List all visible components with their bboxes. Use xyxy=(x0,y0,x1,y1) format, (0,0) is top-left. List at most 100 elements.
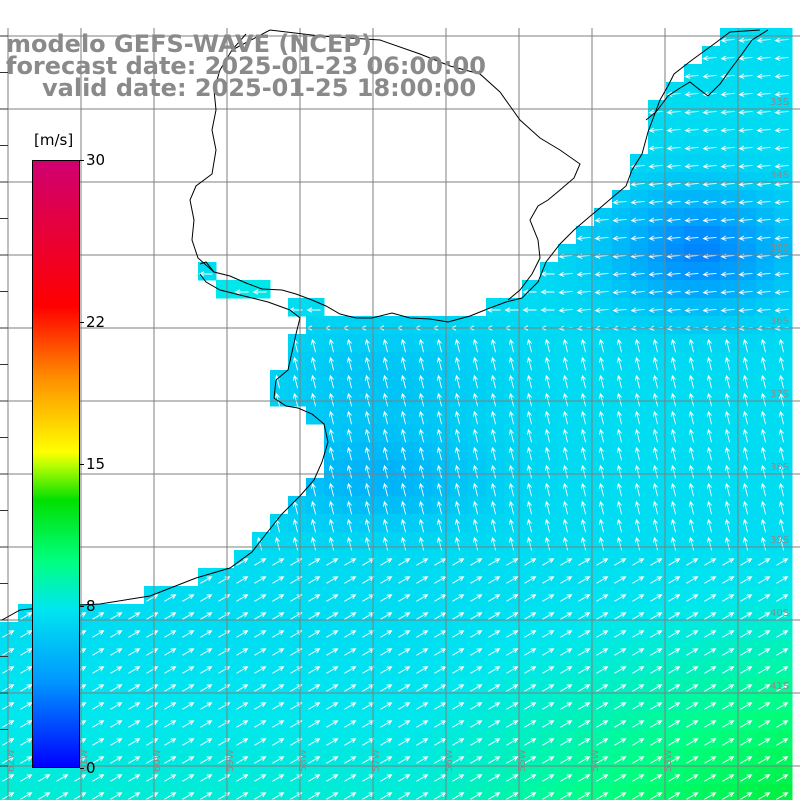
wind-speed-cell xyxy=(738,244,757,263)
wind-arrow xyxy=(490,446,497,461)
wind-speed-cell xyxy=(738,118,757,137)
wind-arrow xyxy=(704,612,717,620)
wind-arrow xyxy=(362,648,375,656)
wind-arrow xyxy=(576,235,591,241)
wind-arrow xyxy=(400,482,407,497)
wind-arrow xyxy=(614,630,627,638)
wind-speed-cell xyxy=(162,784,181,800)
wind-arrow xyxy=(308,594,321,602)
wind-arrow xyxy=(650,594,663,602)
wind-speed-cell xyxy=(558,316,577,335)
latitude-label: 37S xyxy=(770,389,789,400)
wind-arrow xyxy=(650,792,663,800)
wind-arrow xyxy=(470,576,483,584)
wind-arrow xyxy=(724,464,731,479)
wind-arrow xyxy=(648,145,663,151)
wind-speed-cell xyxy=(648,154,667,173)
wind-arrow xyxy=(506,684,519,692)
wind-speed-cell xyxy=(594,244,613,263)
wind-arrow xyxy=(362,612,375,620)
wind-arrow xyxy=(490,500,497,515)
wind-speed-cell xyxy=(684,154,703,173)
wind-speed-cell xyxy=(720,136,739,155)
wind-arrow xyxy=(702,181,717,187)
wind-arrow xyxy=(704,756,717,764)
wind-arrow xyxy=(182,612,195,620)
wind-arrow xyxy=(488,756,501,764)
wind-arrow xyxy=(684,163,699,169)
wind-arrow xyxy=(128,702,141,710)
wind-arrow xyxy=(742,410,749,425)
wind-arrow xyxy=(742,518,749,533)
wind-speed-cell xyxy=(54,784,73,800)
wind-speed-cell xyxy=(666,298,685,317)
wind-arrow xyxy=(598,428,605,443)
wind-arrow xyxy=(706,536,713,551)
wind-arrow xyxy=(634,338,641,353)
title-valid-date: valid date: 2025-01-25 18:00:00 xyxy=(42,74,477,102)
wind-arrow xyxy=(668,576,681,584)
wind-speed-cell xyxy=(702,784,721,800)
wind-arrow xyxy=(580,410,587,425)
wind-arrow xyxy=(326,684,339,692)
wind-arrow xyxy=(362,792,375,800)
wind-arrow xyxy=(110,648,123,656)
wind-arrow xyxy=(452,666,465,674)
wind-arrow xyxy=(398,684,411,692)
wind-arrow xyxy=(688,356,695,371)
wind-speed-cell xyxy=(540,298,559,317)
wind-arrow xyxy=(380,594,393,602)
wind-arrow xyxy=(542,576,555,584)
wind-arrow xyxy=(416,756,429,764)
wind-arrow xyxy=(616,356,623,371)
wind-arrow xyxy=(760,356,767,371)
wind-speed-cell xyxy=(216,784,235,800)
wind-arrow xyxy=(20,774,33,782)
wind-arrow xyxy=(774,37,789,43)
wind-arrow xyxy=(416,738,429,746)
wind-arrow xyxy=(632,702,645,710)
wind-arrow xyxy=(128,738,141,746)
wind-arrow xyxy=(740,630,753,638)
wind-arrow xyxy=(436,410,443,425)
wind-speed-cell xyxy=(720,784,739,800)
wind-speed-cell xyxy=(630,262,649,281)
wind-arrow xyxy=(742,338,749,353)
wind-arrow xyxy=(380,630,393,638)
wind-arrow xyxy=(362,666,375,674)
wind-arrow xyxy=(274,536,281,551)
wind-arrow xyxy=(218,738,231,746)
wind-arrow xyxy=(508,464,515,479)
wind-speed-cell xyxy=(666,244,685,263)
wind-arrow xyxy=(182,666,195,674)
wind-arrow xyxy=(344,630,357,638)
wind-speed-cell xyxy=(486,784,505,800)
wind-arrow xyxy=(562,374,569,389)
wind-arrow xyxy=(416,792,429,800)
wind-arrow xyxy=(756,109,771,115)
wind-arrow xyxy=(418,374,425,389)
wind-arrow xyxy=(20,666,33,674)
wind-arrow xyxy=(200,576,213,584)
latitude-label: 39S xyxy=(770,535,789,546)
wind-arrow xyxy=(760,446,767,461)
wind-arrow xyxy=(596,576,609,584)
wind-arrow xyxy=(632,594,645,602)
wind-arrow xyxy=(490,536,497,551)
wind-arrow xyxy=(74,792,87,800)
wind-arrow xyxy=(506,774,519,782)
wind-arrow xyxy=(92,702,105,710)
wind-speed-cell xyxy=(774,784,793,800)
wind-arrow xyxy=(380,774,393,782)
wind-arrow xyxy=(200,774,213,782)
wind-arrow xyxy=(362,702,375,710)
wind-arrow xyxy=(760,500,767,515)
wind-speed-cell xyxy=(612,208,631,227)
longitude-label: 55W xyxy=(517,749,528,772)
wind-speed-cell xyxy=(738,172,757,191)
wind-arrow xyxy=(776,756,789,764)
wind-arrow xyxy=(490,356,497,371)
wind-arrow xyxy=(596,756,609,764)
wind-arrow xyxy=(344,648,357,656)
wind-speed-cell xyxy=(756,208,775,227)
